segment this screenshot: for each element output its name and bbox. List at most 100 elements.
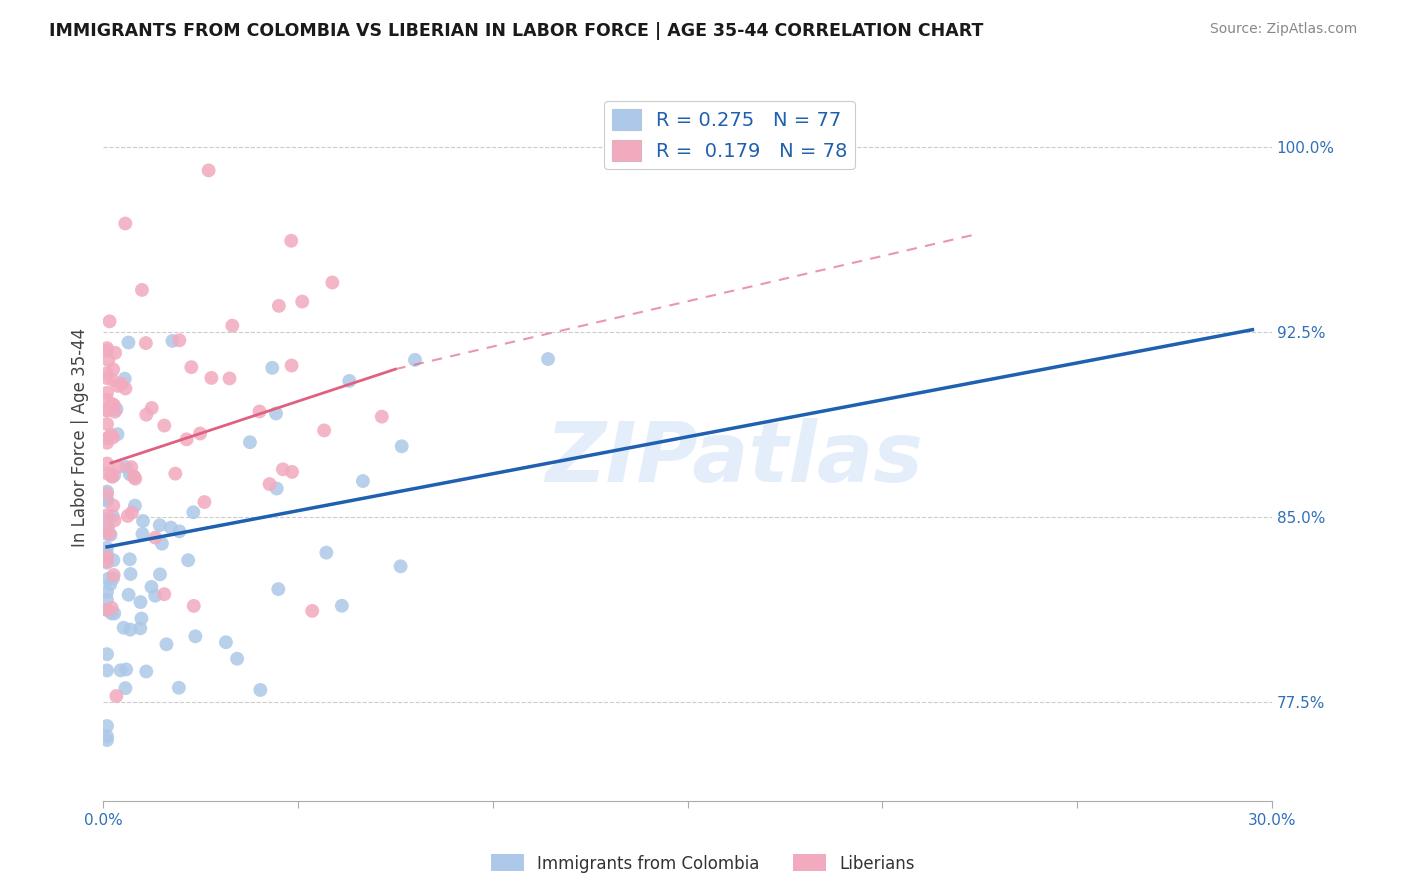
Point [103, 553, 125, 567]
Point [135, 408, 157, 422]
Point [150, 537, 173, 551]
Point [280, 359, 302, 373]
Point [101, 508, 124, 523]
Point [96, 467, 118, 481]
Point [96, 371, 118, 385]
Point [149, 567, 172, 582]
Point [131, 527, 153, 541]
Point [98, 577, 121, 591]
Point [100, 607, 122, 621]
Point [96, 522, 118, 536]
Point [96, 541, 118, 555]
Point [96, 664, 118, 678]
Point [160, 520, 183, 534]
Point [215, 635, 238, 649]
Point [98, 314, 121, 328]
Point [96, 585, 118, 599]
Point [153, 418, 176, 433]
Point [271, 462, 294, 476]
Point [132, 514, 155, 528]
Point [103, 568, 125, 582]
Point [162, 334, 184, 348]
Point [352, 474, 374, 488]
Point [96, 392, 118, 407]
Point [96, 343, 118, 358]
Point [96, 556, 118, 570]
Point [404, 352, 426, 367]
Point [105, 402, 128, 417]
Point [226, 651, 249, 665]
Point [107, 379, 129, 393]
Point [97, 572, 120, 586]
Point [167, 681, 190, 695]
Point [120, 623, 142, 637]
Point [181, 505, 204, 519]
Point [259, 477, 281, 491]
Point [98, 526, 121, 541]
Point [267, 582, 290, 596]
Point [96, 492, 118, 507]
Point [121, 506, 143, 520]
Point [389, 559, 412, 574]
Point [96, 602, 118, 616]
Point [103, 398, 125, 412]
Point [135, 336, 157, 351]
Point [96, 403, 118, 417]
Point [117, 588, 139, 602]
Point [183, 599, 205, 613]
Point [291, 294, 314, 309]
Point [180, 360, 202, 375]
Point [371, 409, 394, 424]
Point [101, 571, 124, 585]
Point [169, 524, 191, 539]
Point [249, 404, 271, 418]
Point [96, 435, 118, 450]
Point [100, 468, 122, 483]
Point [101, 430, 124, 444]
Point [165, 467, 187, 481]
Point [96, 719, 118, 733]
Point [101, 397, 124, 411]
Point [96, 494, 118, 508]
Point [118, 552, 141, 566]
Point [100, 427, 122, 442]
Point [169, 333, 191, 347]
Point [149, 518, 172, 533]
Point [115, 460, 138, 475]
Point [114, 372, 136, 386]
Point [221, 318, 243, 333]
Point [321, 276, 343, 290]
Point [188, 426, 211, 441]
Point [120, 460, 142, 475]
Point [114, 217, 136, 231]
Point [143, 589, 166, 603]
Point [96, 366, 118, 380]
Legend: R = 0.275   N = 77, R =  0.179   N = 78: R = 0.275 N = 77, R = 0.179 N = 78 [603, 101, 855, 169]
Point [103, 607, 125, 621]
Point [96, 417, 118, 431]
Point [96, 341, 118, 355]
Point [100, 600, 122, 615]
Point [267, 299, 290, 313]
Point [96, 457, 118, 471]
Point [153, 587, 176, 601]
Point [184, 629, 207, 643]
Point [122, 470, 145, 484]
Y-axis label: In Labor Force | Age 35-44: In Labor Force | Age 35-44 [72, 327, 89, 547]
Point [281, 465, 304, 479]
Point [96, 402, 118, 417]
Point [193, 495, 215, 509]
Point [96, 592, 118, 607]
Point [104, 346, 127, 360]
Point [143, 531, 166, 545]
Point [97, 431, 120, 445]
Point [155, 637, 177, 651]
Point [100, 527, 122, 541]
Point [103, 499, 125, 513]
Point [131, 611, 153, 625]
Point [280, 234, 302, 248]
Point [266, 482, 288, 496]
Point [249, 682, 271, 697]
Point [103, 468, 125, 483]
Point [96, 432, 118, 446]
